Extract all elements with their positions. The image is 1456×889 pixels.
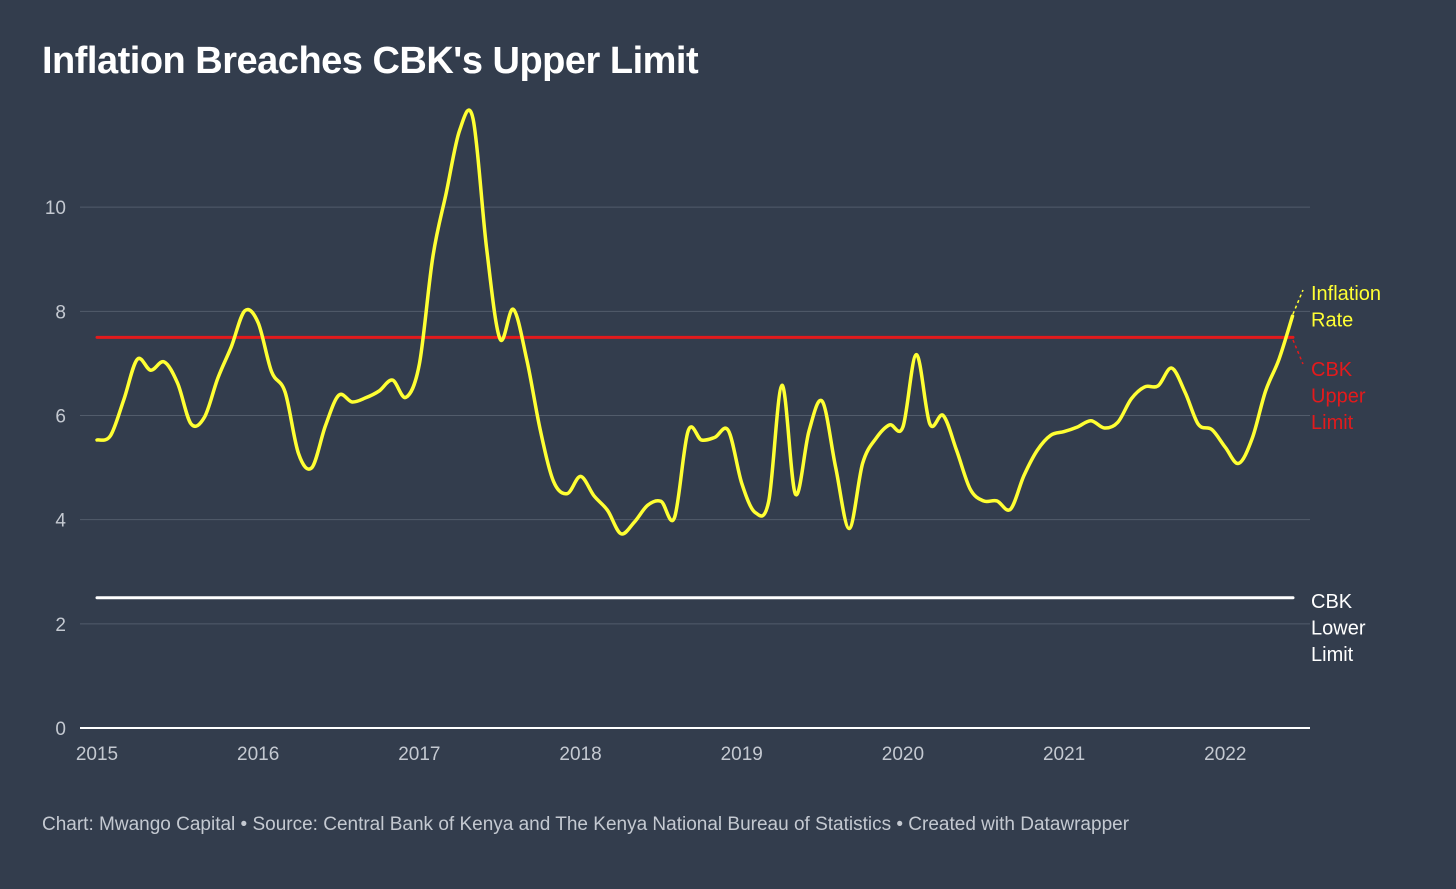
cbk-lower-limit-label: Limit [1311,644,1354,666]
x-tick-label: 2020 [882,744,924,765]
chart-source-credit: Chart: Mwango Capital • Source: Central … [42,814,1130,835]
x-tick-label: 2018 [559,744,601,765]
cbk-upper-limit-label-connector [1292,339,1304,365]
x-tick-label: 2019 [721,744,763,765]
y-tick-label: 0 [55,719,66,740]
series-lines [95,108,1295,600]
x-tick-label: 2022 [1204,744,1246,765]
cbk-upper-limit-label: Upper [1311,386,1366,408]
series-labels: Inflation Rate CBK Upper Limit CBK Lower Limit [1292,283,1381,666]
chart-title: Inflation Breaches CBK's Upper Limit [42,40,699,82]
x-tick-label: 2021 [1043,744,1085,765]
cbk-lower-limit-label: CBK [1311,591,1353,613]
inflation-rate-line [95,108,1295,536]
y-tick-label: 8 [55,302,66,323]
cbk-lower-limit-label: Lower [1311,618,1366,640]
y-tick-label: 10 [45,198,66,219]
y-tick-label: 4 [55,511,66,532]
x-tick-label: 2016 [237,744,279,765]
x-tick-label: 2017 [398,744,440,765]
inflation-rate-label: Rate [1311,310,1353,332]
y-axis-ticks: 0 2 4 6 8 10 [45,198,67,740]
inflation-rate-label-connector [1292,289,1304,315]
y-tick-label: 2 [55,615,66,636]
inflation-rate-label: Inflation [1311,283,1381,305]
x-tick-label: 2015 [76,744,118,765]
gridlines [80,206,1310,625]
y-tick-label: 6 [55,407,66,428]
cbk-upper-limit-label: Limit [1311,412,1354,434]
cbk-upper-limit-label: CBK [1311,359,1353,381]
x-axis-ticks: 2015 2016 2017 2018 2019 2020 2021 2022 [76,744,1247,765]
